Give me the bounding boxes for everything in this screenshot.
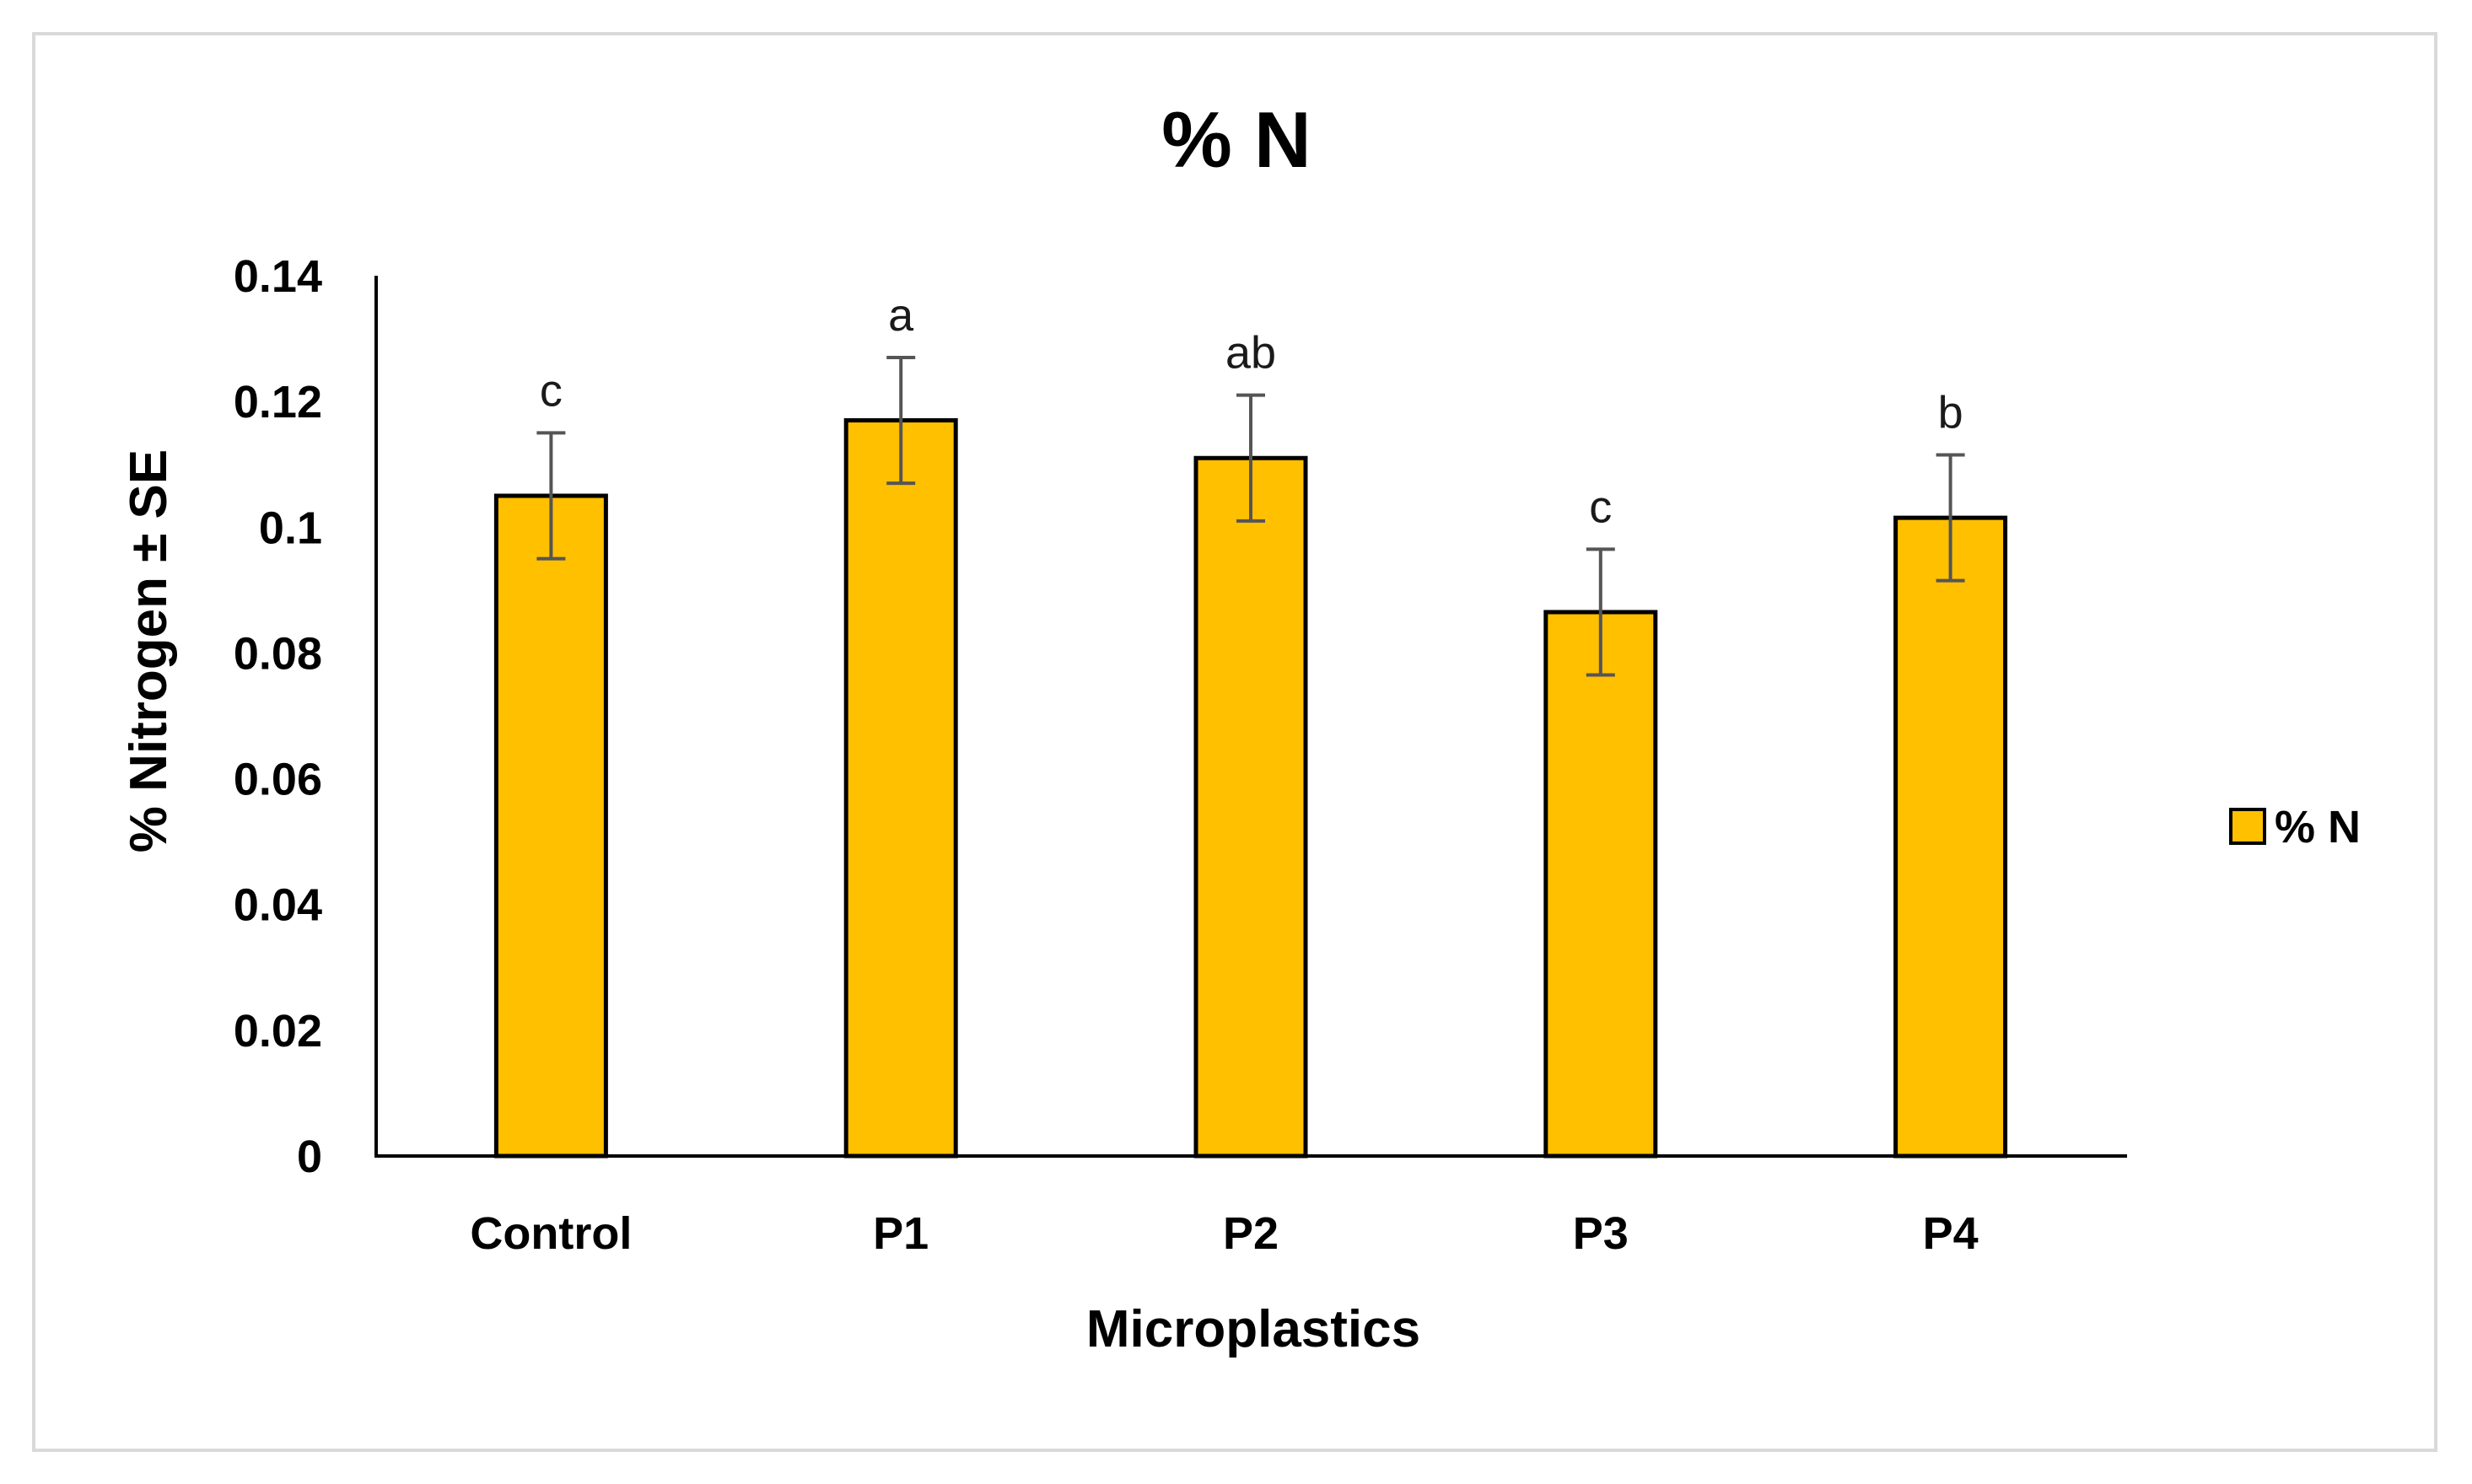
annotation-label: ab: [1225, 328, 1276, 379]
x-tick-label: P4: [1923, 1208, 1979, 1259]
x-axis-ticks: Control P1 P2 P3 P4: [470, 1208, 1978, 1259]
y-axis-title: % Nitrogen ± SE: [120, 449, 178, 852]
y-tick-label: 0.04: [234, 880, 322, 931]
legend-swatch: [2229, 808, 2266, 845]
y-tick-label: 0.14: [234, 251, 322, 302]
y-tick-label: 0.12: [234, 377, 322, 427]
bar-p2: [1193, 455, 1308, 1159]
significance-annotations: c a ab c b: [540, 290, 1963, 532]
bar-control: [493, 493, 608, 1159]
bar-p1: [843, 418, 958, 1159]
annotation-label: a: [888, 290, 914, 341]
error-bar-p1: [886, 355, 916, 486]
x-axis-title: Microplastics: [1086, 1300, 1420, 1358]
annotation-label: b: [1938, 388, 1963, 438]
x-tick-label: P1: [873, 1208, 929, 1259]
error-bar-p2: [1236, 393, 1265, 523]
x-tick-label: P3: [1573, 1208, 1629, 1259]
y-tick-label: 0.08: [234, 628, 322, 679]
error-bar-control: [536, 431, 566, 561]
x-tick-label: Control: [470, 1208, 632, 1259]
y-tick-label: 0: [297, 1132, 322, 1182]
annotation-label: c: [540, 365, 563, 416]
bar-series: [493, 418, 2008, 1159]
y-axis-ticks: 0 0.02 0.04 0.06 0.08 0.1 0.12 0.14: [234, 251, 322, 1182]
bar-p3: [1543, 610, 1658, 1159]
legend-label: % N: [2275, 802, 2361, 852]
y-tick-label: 0.06: [234, 755, 322, 805]
x-tick-label: P2: [1223, 1208, 1279, 1259]
y-tick-label: 0.1: [259, 503, 322, 553]
legend: % N: [2229, 802, 2361, 852]
annotation-label: c: [1589, 481, 1612, 532]
error-bar-p4: [1936, 453, 1965, 583]
error-bars: [536, 355, 1965, 677]
y-tick-label: 0.02: [234, 1006, 322, 1057]
bar-p4: [1893, 515, 2008, 1159]
chart-title: % N: [1161, 95, 1311, 184]
error-bar-p3: [1586, 547, 1615, 677]
